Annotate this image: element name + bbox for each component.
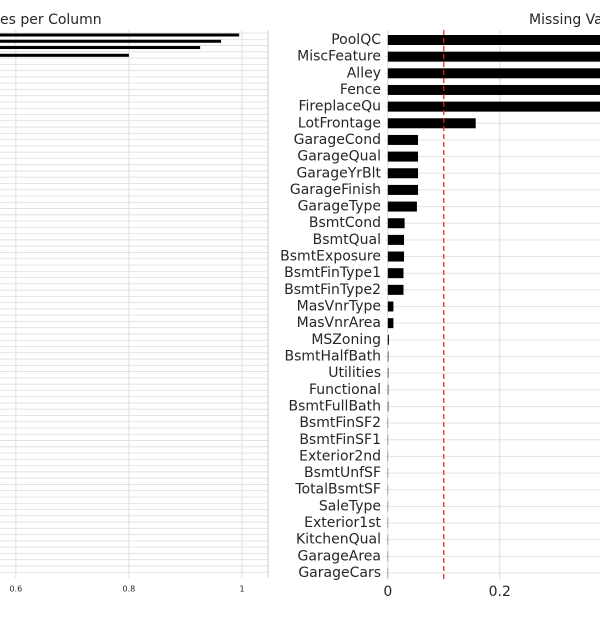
y-tick-label: SaleType bbox=[319, 498, 381, 514]
y-tick-label: BsmtFinType1 bbox=[284, 265, 381, 281]
bar bbox=[387, 334, 389, 345]
y-tick-label: GarageCond bbox=[294, 132, 381, 148]
y-tick-label: BsmtFinType2 bbox=[284, 282, 381, 298]
bar bbox=[387, 151, 419, 162]
bar bbox=[387, 84, 600, 95]
y-tick-label: MasVnrType bbox=[297, 299, 381, 315]
y-tick-label: BsmtUnfSF bbox=[304, 465, 381, 481]
y-tick-label: GarageYrBlt bbox=[296, 165, 381, 181]
bar bbox=[387, 318, 394, 329]
bar bbox=[387, 218, 405, 229]
y-tick-label: MSZoning bbox=[311, 332, 381, 348]
y-tick-label: GarageFinish bbox=[290, 182, 381, 198]
y-tick-label: TotalBsmtSF bbox=[294, 482, 381, 498]
x-tick-label: 0.8 bbox=[123, 585, 136, 594]
y-tick-label: BsmtFullBath bbox=[288, 398, 381, 414]
bar bbox=[387, 35, 600, 45]
bar bbox=[387, 268, 404, 279]
bar bbox=[387, 118, 476, 129]
y-tick-label: BsmtHalfBath bbox=[285, 348, 382, 364]
y-tick-label: GarageQual bbox=[297, 149, 381, 165]
bar bbox=[0, 46, 201, 50]
bars bbox=[0, 33, 240, 57]
y-tick-label: GarageCars bbox=[298, 565, 381, 581]
y-tick-label: Utilities bbox=[328, 365, 381, 381]
bar bbox=[387, 168, 419, 179]
y-tick-label: BsmtFinSF1 bbox=[299, 432, 381, 448]
bar bbox=[387, 201, 417, 212]
bar bbox=[0, 33, 240, 37]
bar bbox=[387, 68, 600, 79]
y-tick-label: BsmtCond bbox=[309, 215, 381, 231]
chart-title: Missing Va bbox=[529, 12, 600, 28]
y-tick-label: LotFrontage bbox=[298, 115, 381, 131]
right-chart: Missing Va 0 0.2 PoolQCMiscFeatureAlleyFenc… bbox=[280, 12, 600, 600]
y-tick-label: Fence bbox=[340, 82, 381, 98]
bar bbox=[387, 368, 389, 379]
y-tick-label: FireplaceQu bbox=[298, 99, 381, 115]
left-chart: es per Column 0.6 0.8 1 bbox=[0, 12, 269, 594]
y-tick-label: BsmtExposure bbox=[280, 249, 381, 265]
bar bbox=[387, 301, 394, 312]
bar bbox=[387, 284, 404, 295]
bar bbox=[0, 53, 129, 57]
x-tick-label: 0 bbox=[383, 584, 392, 600]
y-tick-label: GarageArea bbox=[298, 548, 381, 564]
bar bbox=[387, 401, 389, 412]
bar bbox=[387, 384, 389, 395]
y-tick-label: MiscFeature bbox=[297, 49, 381, 65]
chart-title: es per Column bbox=[0, 12, 102, 28]
y-tick-label: BsmtQual bbox=[313, 232, 381, 248]
y-tick-label: Functional bbox=[309, 382, 381, 398]
y-tick-label: KitchenQual bbox=[296, 532, 381, 548]
x-tick-label: 0.6 bbox=[9, 585, 22, 594]
bars bbox=[387, 35, 600, 578]
bar bbox=[387, 51, 600, 62]
y-tick-label: BsmtFinSF2 bbox=[299, 415, 381, 431]
bar bbox=[387, 184, 419, 195]
y-tick-label: Exterior2nd bbox=[299, 448, 381, 464]
bar bbox=[0, 39, 222, 43]
bar bbox=[387, 101, 600, 112]
y-tick-label: MasVnrArea bbox=[297, 315, 381, 331]
x-tick-label: 0.2 bbox=[489, 584, 511, 600]
bar bbox=[387, 251, 405, 262]
y-tick-label: GarageType bbox=[298, 199, 381, 215]
bar bbox=[387, 134, 419, 145]
y-tick-label: Alley bbox=[347, 65, 381, 81]
y-tick-label: PoolQC bbox=[331, 32, 381, 48]
bar bbox=[387, 351, 389, 362]
x-tick-label: 1 bbox=[239, 585, 244, 594]
bar bbox=[387, 234, 405, 245]
y-tick-label: Exterior1st bbox=[304, 515, 381, 531]
